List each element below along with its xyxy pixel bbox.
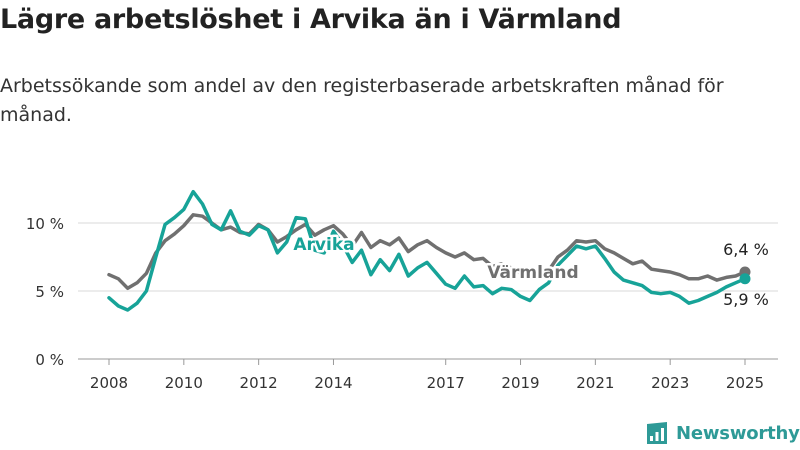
end-value-label: 6,4 %	[723, 240, 769, 259]
x-tick-label: 2021	[576, 374, 614, 392]
end-point-arvika	[739, 273, 751, 285]
y-tick-label: 5 %	[35, 283, 64, 301]
chart-subtitle: Arbetssökande som andel av den registerb…	[0, 75, 724, 126]
series-line-arvika	[107, 189, 747, 312]
x-tick-label: 2017	[427, 374, 465, 392]
brand-name: Newsworthy	[676, 422, 800, 444]
bar-chart-icon	[647, 422, 667, 444]
x-tick-label: 2023	[651, 374, 689, 392]
series-line-varmland	[107, 213, 747, 291]
x-tick-label: 2008	[90, 374, 128, 392]
y-tick-label: 0 %	[35, 351, 64, 369]
y-axis: 0 % 5 % 10 %	[26, 215, 64, 369]
x-tick-label: 2014	[314, 374, 352, 392]
x-tick-label: 2012	[240, 374, 278, 392]
x-tick-label: 2025	[726, 374, 764, 392]
x-axis: 2008 2010 2012 2014 2017 2019 2021 2023 2025	[90, 359, 764, 392]
brand-logo: Newsworthy	[645, 420, 800, 446]
x-tick-label: 2010	[165, 374, 203, 392]
series-lines	[107, 189, 751, 312]
chart-title: Lägre arbetslöshet i Arvika än i Värmlan…	[0, 4, 622, 35]
series-name-label-varmland: Värmland	[487, 263, 578, 283]
series-labels: Arvika Värmland 6,4 % 5,9 %	[291, 233, 769, 310]
end-value-label: 5,9 %	[723, 290, 769, 309]
x-tick-label: 2019	[501, 374, 539, 392]
y-tick-label: 10 %	[26, 215, 64, 233]
series-name-label-arvika: Arvika	[293, 235, 354, 255]
gridlines	[78, 222, 778, 360]
